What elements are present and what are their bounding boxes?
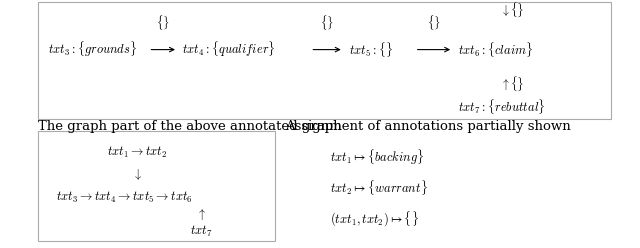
Text: $\{\}$: $\{\}$ (320, 13, 334, 31)
Text: $txt_1 \mapsto \{backing\}$: $txt_1 \mapsto \{backing\}$ (330, 148, 424, 167)
Text: $\{\}$: $\{\}$ (156, 13, 170, 31)
Text: $\{\}$: $\{\}$ (427, 13, 441, 31)
Bar (38, 2, 611, 119)
Text: $\downarrow$: $\downarrow$ (132, 167, 143, 182)
Text: $\uparrow$: $\uparrow$ (196, 207, 207, 222)
Text: $txt_7$: $txt_7$ (190, 224, 213, 239)
Text: Assignment of annotations partially shown: Assignment of annotations partially show… (285, 120, 570, 133)
Text: $txt_7 : \{rebuttal\}$: $txt_7 : \{rebuttal\}$ (458, 97, 545, 116)
Text: $txt_4 : \{qualifier\}$: $txt_4 : \{qualifier\}$ (182, 40, 276, 60)
Text: The graph part of the above annotated graph: The graph part of the above annotated gr… (38, 120, 342, 133)
Text: $\uparrow\{\}$: $\uparrow\{\}$ (500, 75, 524, 93)
Bar (38, 131, 275, 241)
Text: $txt_1 \rightarrow txt_2$: $txt_1 \rightarrow txt_2$ (108, 145, 168, 160)
Text: $txt_3 \rightarrow txt_4 \rightarrow txt_5 \rightarrow txt_6$: $txt_3 \rightarrow txt_4 \rightarrow txt… (56, 190, 193, 205)
Text: $txt_2 \mapsto \{warrant\}$: $txt_2 \mapsto \{warrant\}$ (330, 178, 428, 197)
Text: $txt_3 : \{grounds\}$: $txt_3 : \{grounds\}$ (48, 40, 137, 60)
Text: $\downarrow\{\}$: $\downarrow\{\}$ (500, 1, 524, 19)
Text: $txt_5 : \{\}$: $txt_5 : \{\}$ (349, 40, 393, 59)
Text: $txt_6 : \{claim\}$: $txt_6 : \{claim\}$ (458, 40, 533, 59)
Text: $(txt_1, txt_2) \mapsto \{\}$: $(txt_1, txt_2) \mapsto \{\}$ (330, 210, 419, 229)
